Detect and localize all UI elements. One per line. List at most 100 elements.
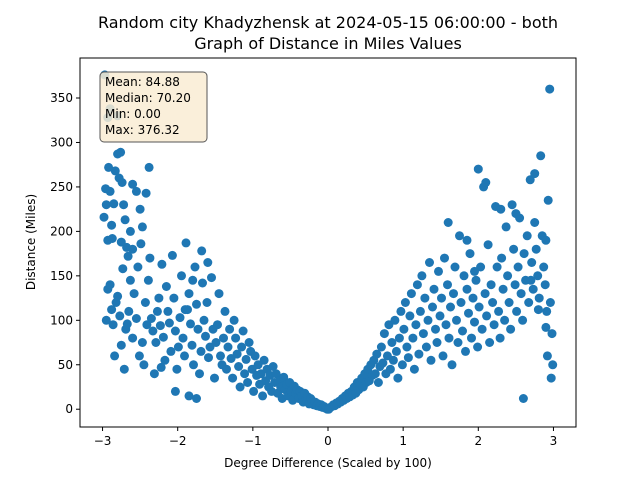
data-point bbox=[131, 186, 141, 196]
data-point bbox=[140, 298, 150, 307]
data-point bbox=[385, 364, 395, 374]
data-point bbox=[522, 231, 532, 241]
data-point bbox=[423, 315, 433, 325]
data-point bbox=[461, 346, 470, 356]
data-point bbox=[184, 391, 194, 401]
data-point bbox=[417, 271, 427, 281]
data-point bbox=[107, 234, 117, 243]
data-point bbox=[471, 275, 481, 285]
data-point bbox=[418, 329, 428, 339]
data-point bbox=[231, 333, 241, 343]
data-point bbox=[178, 333, 188, 343]
y-tick-label: 0 bbox=[65, 402, 73, 416]
data-point bbox=[134, 351, 144, 361]
data-point bbox=[160, 355, 170, 365]
data-point bbox=[536, 151, 546, 161]
data-point bbox=[397, 360, 407, 370]
data-point bbox=[203, 258, 213, 267]
data-point bbox=[175, 313, 185, 323]
data-point bbox=[177, 271, 186, 281]
data-point bbox=[157, 259, 167, 269]
data-point bbox=[113, 291, 123, 301]
y-tick-label: 150 bbox=[50, 269, 73, 283]
data-point bbox=[241, 354, 251, 364]
x-tick-label: −3 bbox=[94, 434, 112, 448]
data-point bbox=[184, 289, 194, 299]
data-point bbox=[470, 317, 479, 327]
data-point bbox=[124, 306, 134, 316]
data-point bbox=[173, 342, 183, 352]
data-point bbox=[222, 364, 231, 374]
y-axis-ticks: 0 50 100 150 200 250 300 350 bbox=[50, 91, 80, 416]
data-point bbox=[387, 338, 397, 347]
data-point bbox=[116, 340, 126, 350]
data-point bbox=[496, 204, 506, 214]
x-tick-label: −1 bbox=[244, 434, 262, 448]
data-point bbox=[170, 326, 180, 336]
data-point bbox=[146, 314, 156, 323]
data-point bbox=[516, 289, 526, 299]
data-point bbox=[443, 280, 452, 290]
data-point bbox=[223, 342, 233, 352]
data-point bbox=[143, 275, 153, 285]
data-point bbox=[259, 355, 269, 365]
data-point bbox=[485, 338, 495, 347]
data-point bbox=[195, 369, 204, 379]
data-point bbox=[408, 333, 418, 343]
data-point bbox=[459, 271, 469, 281]
data-point bbox=[545, 84, 555, 94]
data-point bbox=[394, 333, 404, 343]
x-tick-label: 2 bbox=[474, 434, 482, 448]
data-point bbox=[154, 293, 164, 303]
data-point bbox=[396, 306, 406, 316]
stats-mean: Mean: 84.88 bbox=[105, 75, 180, 89]
data-point bbox=[548, 360, 558, 370]
data-point bbox=[145, 253, 155, 263]
data-point bbox=[547, 329, 557, 339]
data-point bbox=[243, 378, 253, 387]
data-point bbox=[539, 262, 549, 272]
data-point bbox=[477, 324, 487, 334]
data-point bbox=[458, 326, 467, 336]
data-point bbox=[376, 342, 386, 352]
data-point bbox=[432, 338, 442, 347]
data-point bbox=[129, 289, 139, 299]
data-point bbox=[373, 378, 383, 387]
data-point bbox=[542, 306, 552, 316]
data-point bbox=[403, 353, 413, 363]
data-point bbox=[428, 302, 437, 312]
data-point bbox=[399, 324, 409, 334]
data-point bbox=[500, 315, 510, 325]
data-point bbox=[541, 322, 551, 332]
data-point bbox=[158, 332, 168, 342]
data-point bbox=[452, 315, 461, 325]
data-point bbox=[530, 169, 540, 179]
data-point bbox=[405, 311, 415, 321]
data-point bbox=[465, 249, 475, 259]
data-point bbox=[441, 320, 451, 330]
stats-median: Median: 70.20 bbox=[105, 91, 191, 105]
data-point bbox=[543, 195, 553, 205]
data-point bbox=[501, 222, 511, 232]
data-point bbox=[540, 280, 550, 290]
data-point bbox=[169, 293, 179, 303]
data-point bbox=[211, 338, 221, 347]
data-point bbox=[474, 302, 484, 312]
data-point bbox=[411, 320, 421, 330]
data-point bbox=[443, 218, 453, 227]
data-point bbox=[137, 222, 147, 232]
data-point bbox=[107, 305, 117, 315]
data-point bbox=[210, 373, 219, 383]
data-point bbox=[99, 212, 109, 222]
data-point bbox=[480, 289, 490, 299]
data-point bbox=[229, 315, 239, 325]
data-point bbox=[204, 353, 213, 363]
data-point bbox=[495, 333, 505, 343]
data-point bbox=[148, 326, 158, 336]
data-point bbox=[117, 178, 127, 187]
data-point bbox=[406, 289, 416, 299]
data-point bbox=[456, 298, 466, 307]
data-point bbox=[228, 373, 238, 383]
data-point bbox=[238, 326, 248, 336]
